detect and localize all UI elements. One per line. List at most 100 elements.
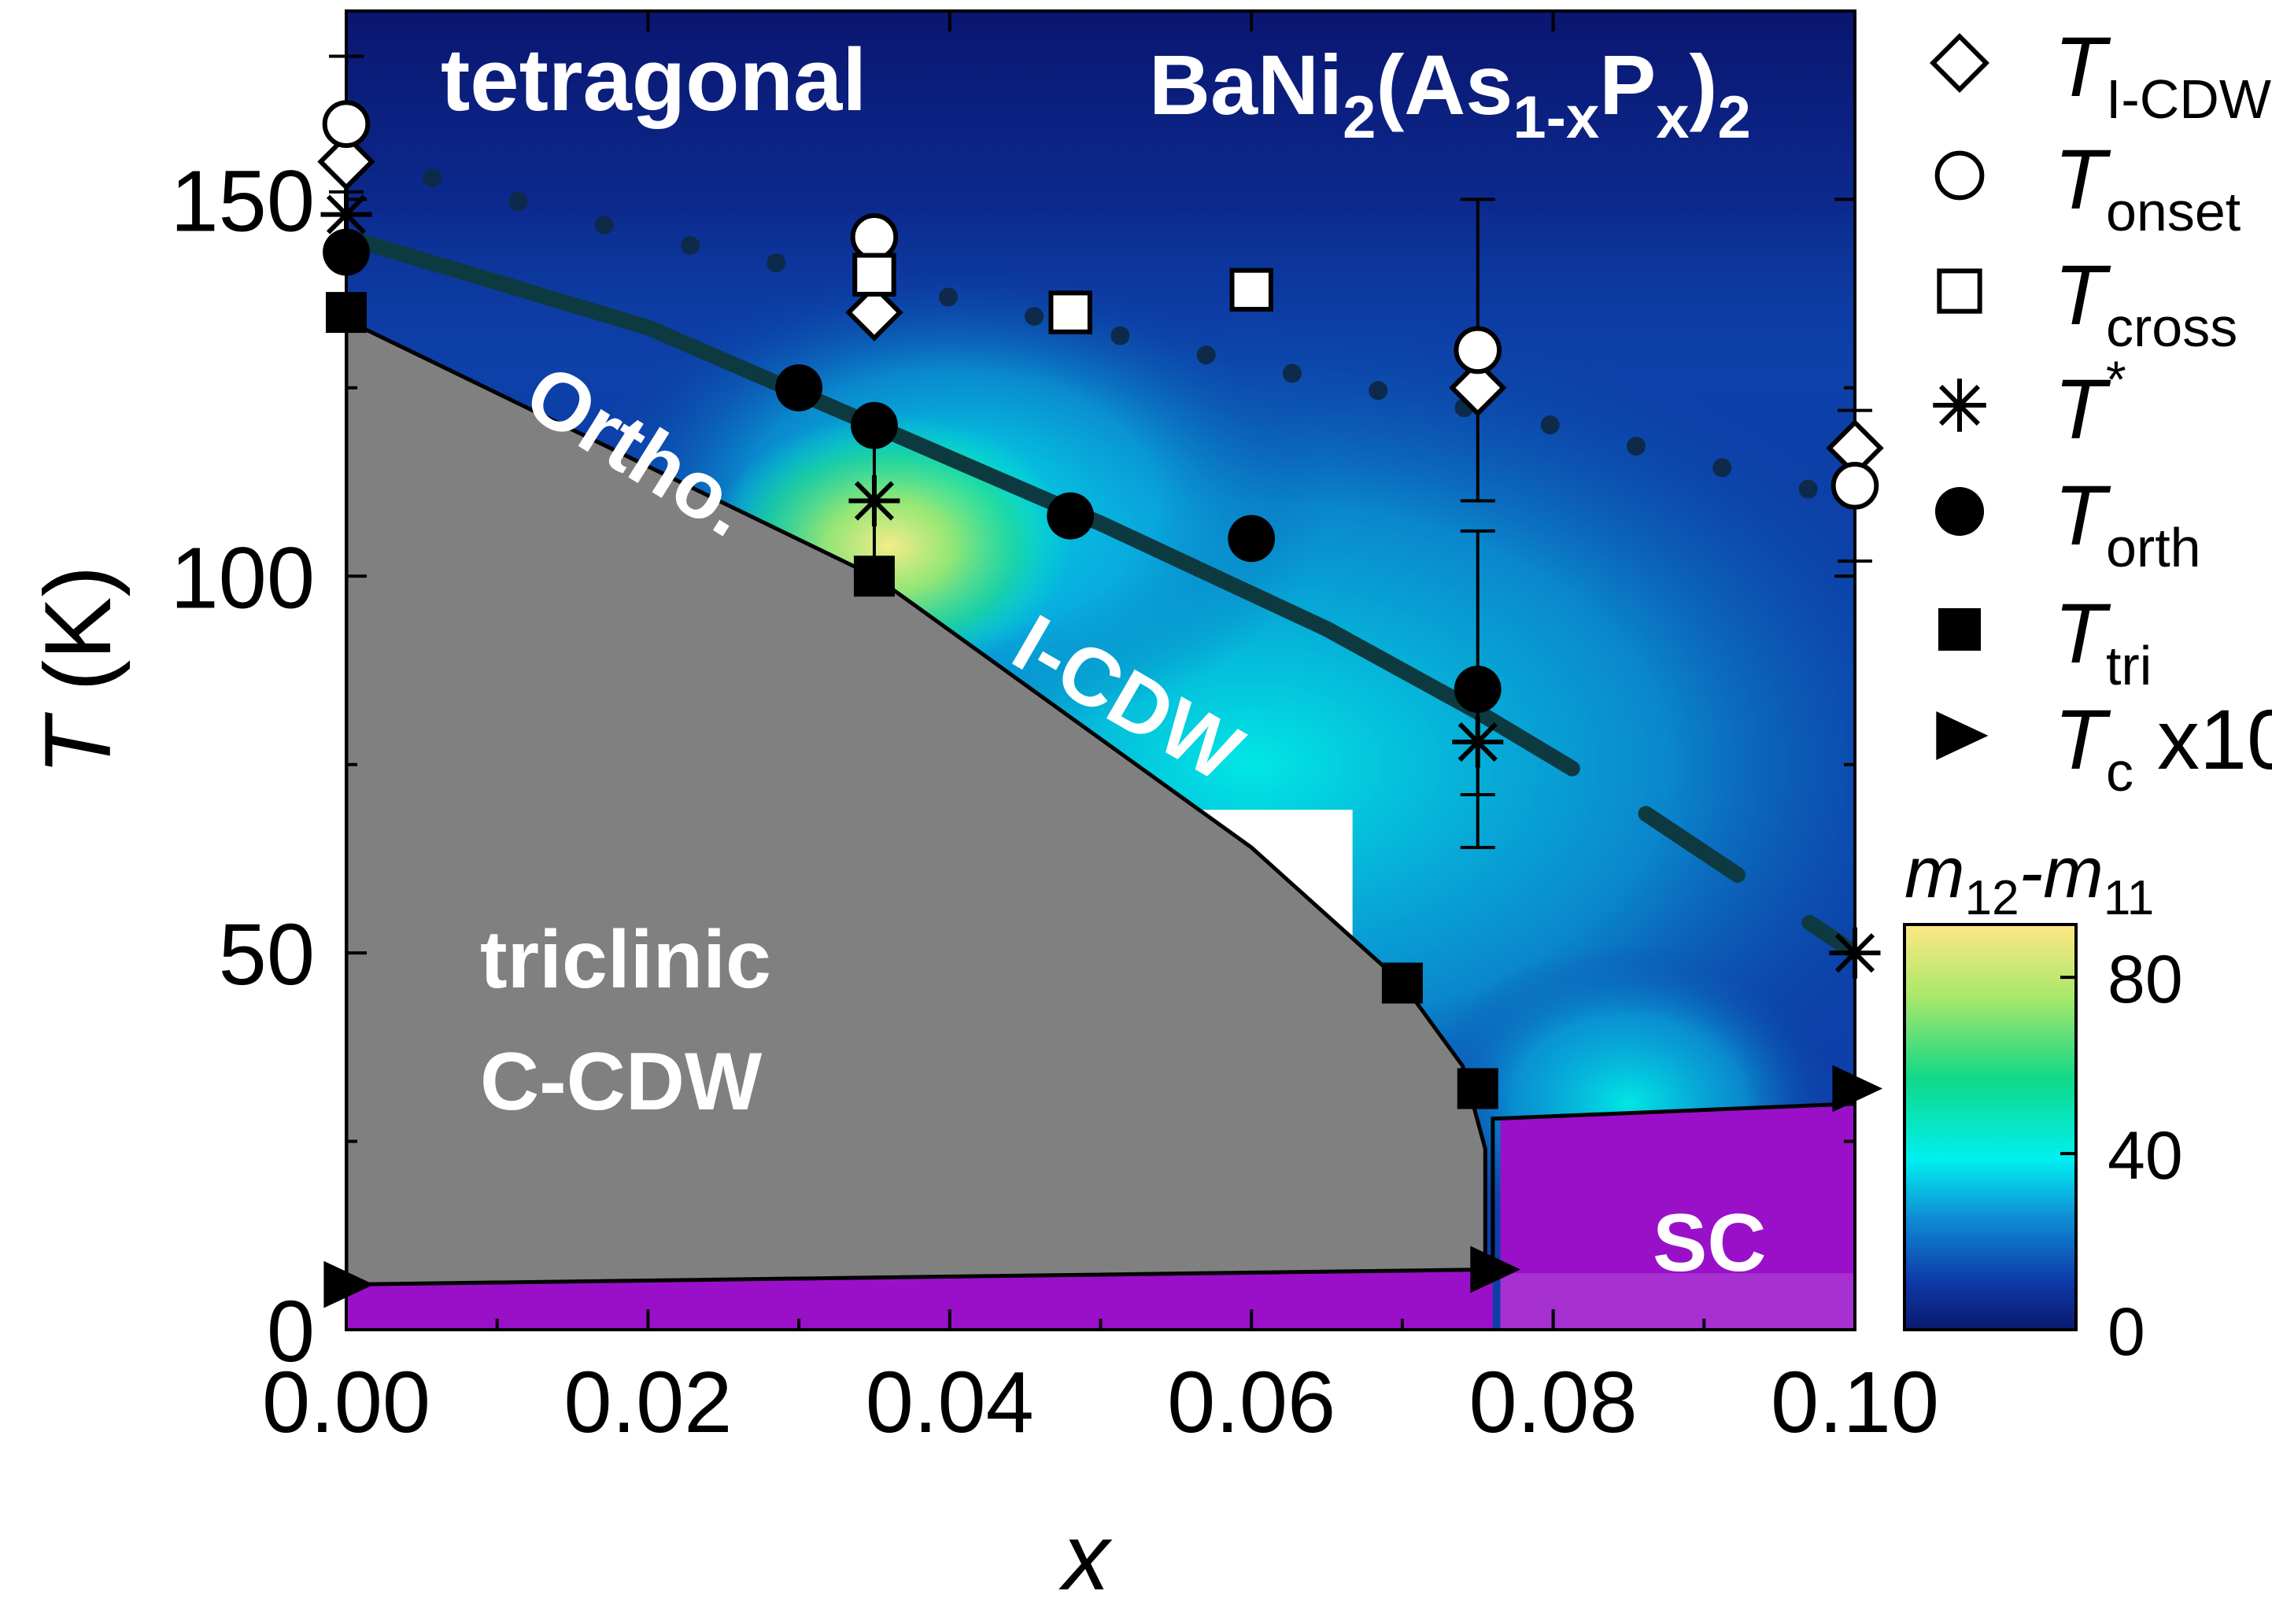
marker-circle-open xyxy=(1454,326,1502,375)
guide-dot xyxy=(938,287,958,307)
legend-symbol-triangle-right xyxy=(1936,710,1989,761)
label-sc: SC xyxy=(1653,1198,1766,1289)
legend-symbol-diamond-open xyxy=(1930,33,1989,93)
label-tetragonal: tetragonal xyxy=(441,31,866,129)
guide-dot xyxy=(1540,415,1560,434)
marker-square-filled xyxy=(326,292,367,334)
sc-region-left xyxy=(346,1269,1493,1330)
marker-square-filled xyxy=(1381,962,1423,1004)
marker-circle-open xyxy=(1831,462,1879,510)
legend-symbol-circle-filled xyxy=(1934,486,1985,537)
guide-dot xyxy=(1712,458,1732,478)
marker-square-open xyxy=(1048,290,1092,334)
legend-label: Tc x10 xyxy=(2054,692,2272,803)
y-axis-label: T (K) xyxy=(25,566,131,776)
marker-circle-filled xyxy=(775,364,822,412)
legend-entry: T* xyxy=(1933,350,2126,456)
sc-region-bottom xyxy=(1500,1273,1855,1330)
x-tick-label: 0.04 xyxy=(866,1354,1034,1451)
colorbar-tick-label: 80 xyxy=(2108,942,2183,1017)
guide-dot xyxy=(1025,307,1044,327)
guide-dot xyxy=(681,236,700,256)
legend-symbol-circle-open xyxy=(1934,150,1985,201)
legend-label: Torth xyxy=(2054,467,2201,578)
legend-label: T* xyxy=(2054,350,2126,456)
sc-boundary-line xyxy=(346,1102,1855,1286)
guide-dot xyxy=(1798,479,1818,499)
legend-label: Tonset xyxy=(2054,131,2241,242)
legend-entry: Ttri xyxy=(1938,585,2152,696)
marker-circle-filled xyxy=(1047,492,1095,540)
torth-dashed-guide xyxy=(1469,703,1855,961)
y-tick-label: 150 xyxy=(170,153,315,249)
guide-dot xyxy=(1110,326,1130,345)
y-tick-label: 0 xyxy=(267,1283,315,1380)
colorbar: 0 40 80 m12-m11 xyxy=(1903,832,2183,1370)
y-tick-label: 50 xyxy=(219,906,315,1003)
legend-symbol-asterisk xyxy=(1933,378,1986,432)
marker-square-filled xyxy=(1457,1068,1498,1109)
phase-regions xyxy=(346,318,1855,1330)
y-tick-label: 100 xyxy=(170,530,315,626)
legend-label: Ttri xyxy=(2054,585,2152,696)
legend-entry: Tc x10 xyxy=(1936,692,2272,803)
marker-square-open xyxy=(852,253,896,297)
marker-triangle-right xyxy=(1470,1246,1521,1294)
marker-circle-filled xyxy=(851,401,898,449)
x-tick-label: 0.08 xyxy=(1469,1354,1638,1451)
asterisk-stroke xyxy=(854,481,895,521)
marker-circle-filled xyxy=(1454,666,1502,713)
marker-diamond-open xyxy=(845,283,903,341)
legend-symbol-square-filled xyxy=(1938,608,1981,651)
marker-diamond-open xyxy=(317,132,375,191)
triclinic-region xyxy=(346,319,1493,1285)
legend-entry: Tonset xyxy=(1934,131,2241,242)
x-axis-label: x xyxy=(1058,1504,1113,1610)
marker-circle-filled xyxy=(1228,515,1276,563)
x-tick-label: 0.00 xyxy=(262,1354,430,1451)
asterisk-stroke xyxy=(326,194,367,234)
marker-asterisk xyxy=(1829,927,1881,979)
colorbar-tick-label: 0 xyxy=(2108,1294,2145,1370)
chart-title: BaNi2(As1-xPx)2 xyxy=(1149,37,1751,151)
marker-diamond-open xyxy=(1449,359,1507,417)
label-triclinic: triclinic xyxy=(480,914,771,1006)
legend-entry: Tcross xyxy=(1937,247,2237,358)
region-labels: tetragonalOrtho.I-CDWtriclinicC-CDWSCBaN… xyxy=(441,31,1766,1289)
data-markers xyxy=(317,100,1884,1308)
x-tick-label: 0.06 xyxy=(1167,1354,1335,1451)
legend-label: TI-CDW xyxy=(2054,19,2271,130)
marker-square-filled xyxy=(853,555,895,597)
guide-dot xyxy=(508,192,528,212)
guide-dot xyxy=(767,253,786,272)
guide-dot xyxy=(423,168,442,187)
marker-triangle-right xyxy=(323,1260,375,1308)
marker-asterisk xyxy=(848,475,900,527)
colorbar-label: m12-m11 xyxy=(1904,832,2154,925)
torth-solid-guide xyxy=(346,229,1486,720)
marker-square-open xyxy=(1229,268,1273,312)
axes: 0.00 0.02 0.04 0.06 0.08 0.10 0 50 100 150 x T (K) xyxy=(25,9,1939,1610)
marker-triangle-right xyxy=(1832,1065,1883,1113)
guide-dot xyxy=(1627,437,1646,456)
asterisk-stroke xyxy=(1457,722,1498,762)
x-tick-label: 0.02 xyxy=(563,1354,732,1451)
asterisk-stroke xyxy=(1939,385,1980,426)
legend-entry: TI-CDW xyxy=(1930,19,2271,130)
marker-circle-open xyxy=(322,100,371,148)
guide-dot xyxy=(1369,381,1388,400)
x-tick-label: 0.10 xyxy=(1771,1354,1939,1451)
guide-dot xyxy=(1282,364,1302,383)
marker-asterisk xyxy=(1452,716,1504,768)
marker-circle-open xyxy=(850,213,899,261)
colorbar-gradient xyxy=(1903,923,2078,1331)
colorbar-tick-label: 40 xyxy=(2108,1118,2183,1194)
marker-circle-filled xyxy=(323,228,370,276)
asterisk-stroke xyxy=(1834,933,1875,973)
label-ccdw: C-CDW xyxy=(480,1036,763,1128)
legend-symbol-square-open xyxy=(1937,268,1982,314)
legend-label: Tcross xyxy=(2054,247,2237,358)
legend-entry: Torth xyxy=(1934,467,2201,578)
